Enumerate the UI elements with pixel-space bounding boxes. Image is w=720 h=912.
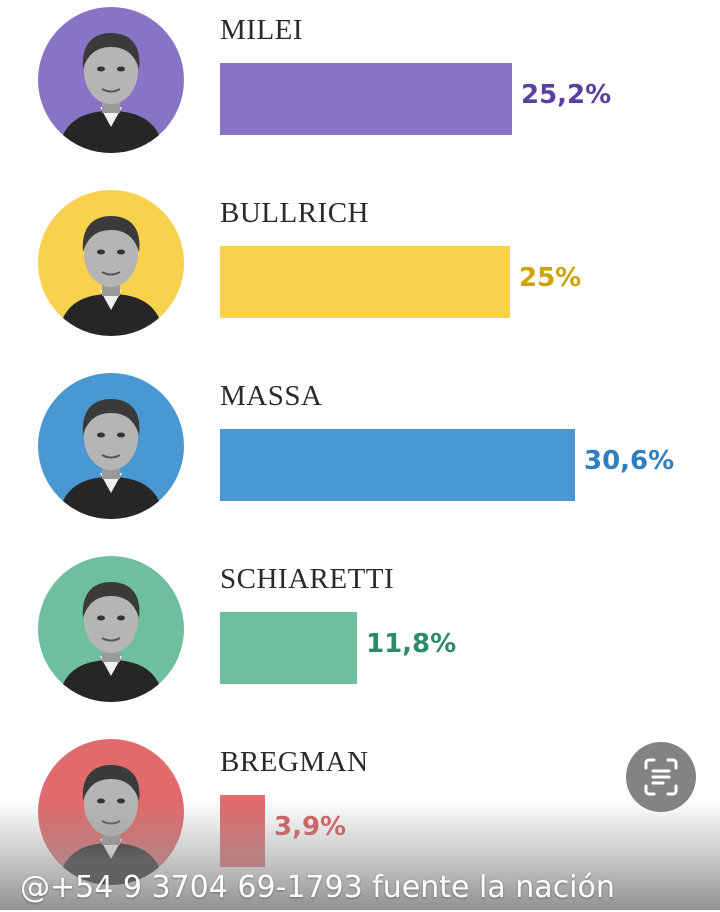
bar-schiaretti — [220, 612, 357, 684]
value-label-bullrich: 25% — [519, 263, 582, 293]
candidate-name-bullrich: BULLRICH — [220, 197, 369, 229]
text-scan-icon — [644, 758, 678, 796]
candidate-row-bullrich: BULLRICH 25% — [0, 183, 720, 363]
bar-massa — [220, 429, 575, 501]
candidate-row-schiaretti: SCHIARETTI 11,8% — [0, 549, 720, 729]
text-scan-button[interactable] — [626, 742, 696, 812]
candidate-name-milei: MILEI — [220, 14, 304, 46]
candidate-photo-milei — [38, 7, 184, 153]
bar-milei — [220, 63, 512, 135]
candidate-name-massa: MASSA — [220, 380, 323, 412]
candidate-photo-bullrich — [38, 190, 184, 336]
value-label-milei: 25,2% — [521, 80, 612, 110]
value-label-bregman: 3,9% — [274, 812, 347, 842]
candidate-photo-bregman — [38, 739, 184, 885]
value-label-massa: 30,6% — [584, 446, 675, 476]
candidate-photo-schiaretti — [38, 556, 184, 702]
candidate-photo-massa — [38, 373, 184, 519]
candidate-row-massa: MASSA 30,6% — [0, 366, 720, 546]
bar-bregman — [220, 795, 265, 867]
bar-bullrich — [220, 246, 510, 318]
value-label-schiaretti: 11,8% — [366, 629, 457, 659]
candidate-name-schiaretti: SCHIARETTI — [220, 563, 395, 595]
candidate-row-milei: MILEI 25,2% — [0, 0, 720, 180]
candidate-name-bregman: BREGMAN — [220, 746, 369, 778]
watermark-footer: @+54 9 3704 69-1793 fuente la nación — [20, 870, 615, 905]
